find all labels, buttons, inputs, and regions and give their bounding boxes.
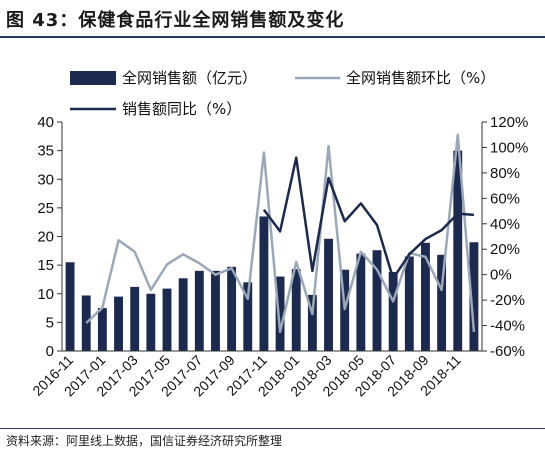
plot-area: 0 5 10 15 20 25 30 35 40 -60% -40% -20% 0% 20% 40% 60% 8… [29, 114, 528, 399]
y-left-tick-label-5: 5 [46, 314, 54, 331]
y-left-tick-label-0: 0 [46, 343, 54, 360]
legend-label-bar: 全网销售额（亿元） [122, 69, 257, 87]
y-right-tick-label--60: -60% [490, 343, 525, 360]
legend-swatch-bar [70, 71, 116, 85]
series-line-yoy [262, 156, 475, 280]
bar-2017-08 [211, 270, 220, 351]
y-left-tick-label-15: 15 [37, 257, 54, 274]
y-right-tick-label--20: -20% [490, 292, 525, 309]
title-divider [0, 36, 545, 38]
y-right-tick-label-0: 0% [490, 267, 512, 284]
legend-label-mom: 全网销售额环比（%） [346, 69, 495, 87]
y-left-tick-label-40: 40 [37, 114, 54, 131]
figure-title: 图 43：保健食品行业全网销售额及变化 [6, 10, 345, 31]
y-left-tick-label-25: 25 [37, 200, 54, 217]
bar-2018-04 [340, 269, 350, 351]
bar-2017-04 [146, 293, 156, 351]
y-right-tick-label-40: 40% [490, 216, 520, 233]
y-right-tick-label-120: 120% [490, 114, 528, 131]
y-left-tick-label-35: 35 [37, 143, 54, 160]
bar-2018-12 [469, 242, 479, 351]
bar-2017-11 [259, 216, 269, 351]
legend-label-yoy: 销售额同比（%） [122, 100, 241, 118]
bar-2018-10 [437, 254, 447, 351]
y-right-tick-label-100: 100% [490, 139, 528, 156]
source-divider [0, 428, 545, 429]
bar-2018-03 [324, 238, 333, 351]
bar-2018-08 [404, 256, 414, 351]
y-left-tick-label-20: 20 [37, 229, 54, 246]
bar-2018-07 [388, 272, 398, 351]
bar-2018-01 [291, 269, 301, 351]
y-right-tick-label-20: 20% [490, 241, 520, 258]
bar-2017-06 [178, 278, 188, 351]
bar-2016-11 [65, 262, 75, 351]
bar-2017-01 [97, 308, 107, 351]
bar-2017-07 [194, 270, 204, 351]
bar-2017-10 [243, 282, 253, 351]
bar-2017-05 [162, 288, 172, 351]
chart-area: 全网销售额（亿元） 全网销售额环比（%） 销售额同比（%） 0 5 10 15 20 25… [29, 69, 528, 399]
chart-legend: 全网销售额（亿元） 全网销售额环比（%） 销售额同比（%） [70, 69, 495, 118]
y-right-tick-label-80: 80% [490, 165, 520, 182]
bar-2017-09 [227, 266, 237, 351]
y-right-tick-label--40: -40% [490, 318, 525, 335]
bar-2016-12 [81, 295, 91, 351]
bar-2017-12 [275, 276, 285, 351]
y-right-tick-label-60: 60% [490, 190, 520, 207]
bar-2018-06 [372, 250, 382, 351]
bar-2017-02 [114, 296, 123, 351]
source-note: 资料来源：阿里线上数据，国信证券经济研究所整理 [6, 434, 283, 448]
bar-2018-05 [356, 253, 366, 351]
y-left-tick-label-30: 30 [37, 171, 54, 188]
bar-2018-09 [421, 242, 430, 351]
bar-2018-02 [307, 294, 317, 351]
bar-2018-11 [453, 150, 463, 352]
bar-2017-03 [130, 286, 140, 351]
y-left-tick-label-10: 10 [37, 286, 54, 303]
